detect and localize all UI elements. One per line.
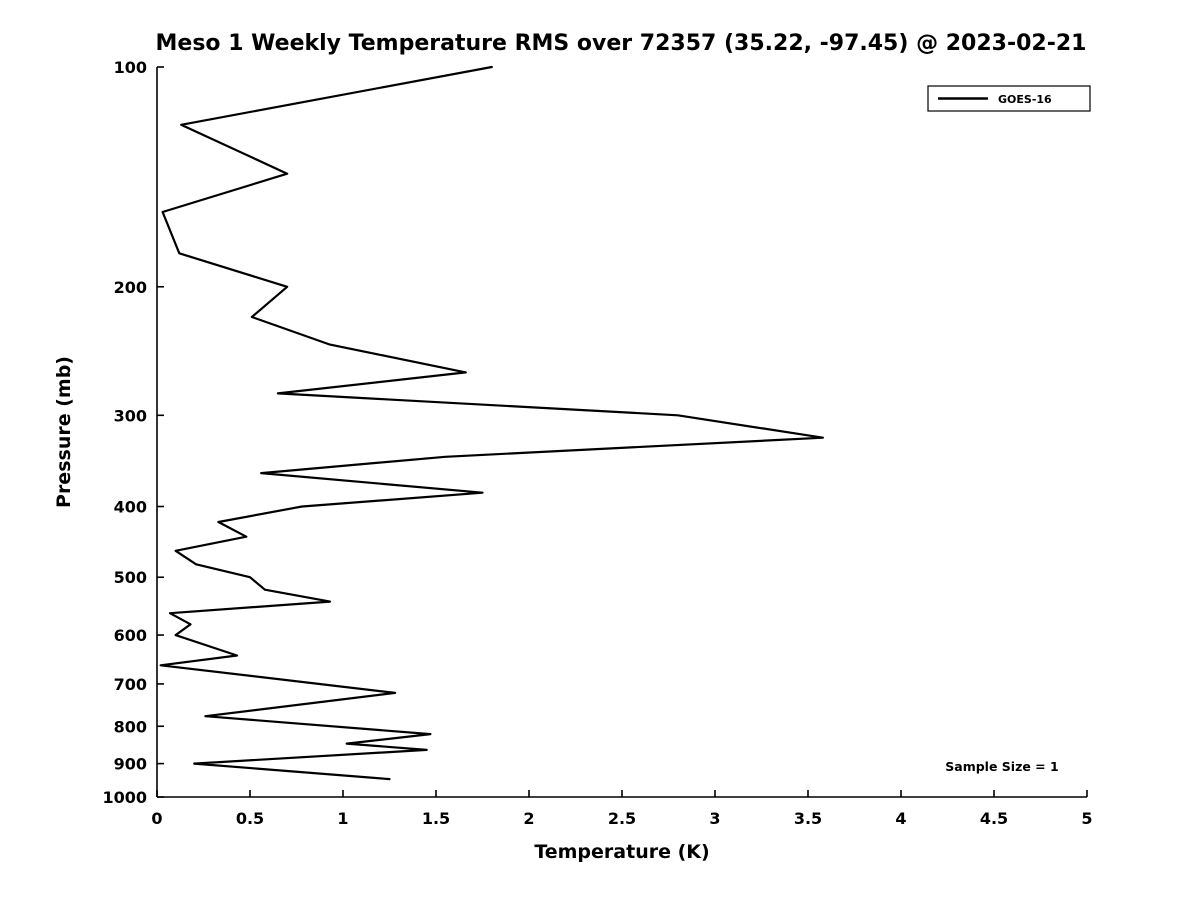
x-tick-label: 0: [151, 809, 162, 828]
x-tick-label: 1.5: [422, 809, 450, 828]
y-tick-label: 700: [114, 675, 147, 694]
axes: 0 0.5 1 1.5 2 2.5 3 3.5 4 4.5 5 100 200 300 400 500 600 7…: [102, 58, 1092, 828]
y-tick-label: 600: [114, 626, 147, 645]
x-tick-label: 4.5: [980, 809, 1008, 828]
data-line-goes-16: [159, 65, 825, 781]
x-axis-label: Temperature (K): [534, 841, 709, 863]
x-tick-label: 2.5: [608, 809, 636, 828]
y-axis-label: Pressure (mb): [53, 356, 75, 508]
x-tick-label: 0.5: [236, 809, 264, 828]
y-tick-label: 1000: [102, 788, 147, 807]
x-tick-label: 5: [1081, 809, 1092, 828]
legend: GOES-16: [927, 85, 1091, 112]
sample-size-annotation: Sample Size = 1: [945, 759, 1058, 774]
x-tick-label: 2: [523, 809, 534, 828]
y-tick-label: 200: [114, 278, 147, 297]
x-tick-label: 3.5: [794, 809, 822, 828]
y-tick-label: 100: [114, 58, 147, 77]
series-goes16-line: [159, 65, 825, 781]
x-tick-label: 3: [709, 809, 720, 828]
y-tick-label: 400: [114, 498, 147, 517]
y-tick-label: 800: [114, 717, 147, 736]
legend-label: GOES-16: [998, 93, 1052, 106]
y-tick-label: 300: [114, 406, 147, 425]
y-tick-label: 900: [114, 755, 147, 774]
y-tick-label: 500: [114, 568, 147, 587]
chart-title: Meso 1 Weekly Temperature RMS over 72357…: [156, 31, 1087, 56]
x-tick-label: 4: [895, 809, 906, 828]
x-tick-label: 1: [337, 809, 348, 828]
